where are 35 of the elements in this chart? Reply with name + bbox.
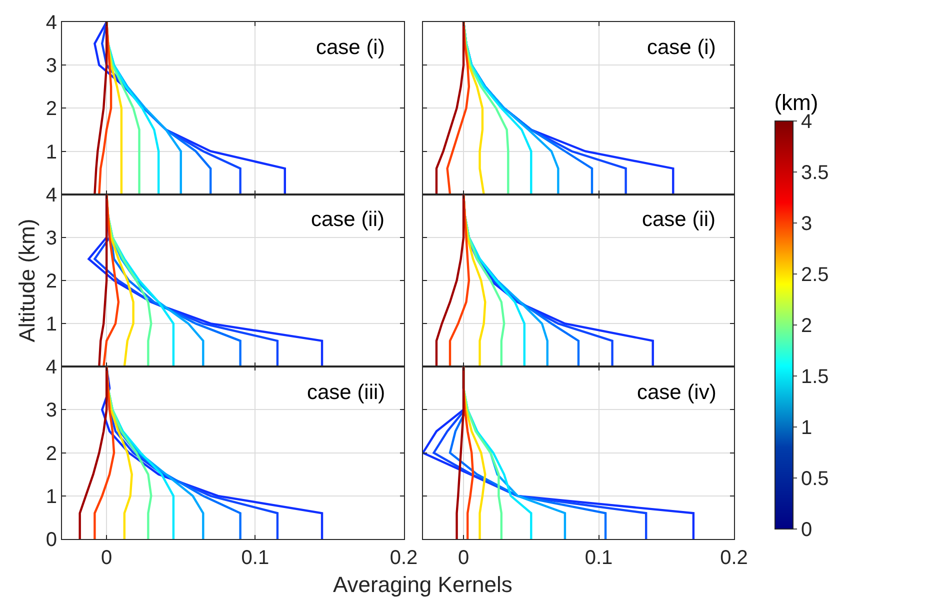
x-tick-label: 0: [458, 547, 470, 569]
y-tick-label: 3: [46, 227, 57, 250]
y-tick-label: 0: [46, 528, 57, 551]
y-tick-label: 3: [46, 55, 57, 78]
x-tick-label: 0: [101, 547, 112, 569]
y-tick-label: 3: [46, 400, 57, 422]
y-tick-label: 2: [46, 270, 57, 293]
y-tick-label: 4: [46, 184, 57, 206]
color-bar-label: 0.5: [801, 468, 829, 490]
color-bar-label: 1.5: [801, 366, 829, 388]
y-tick-label: 1: [46, 141, 57, 164]
color-bar-label: 1: [801, 417, 812, 439]
y-tick-label: 2: [46, 98, 57, 120]
x-tick-label: 0.1: [584, 547, 613, 569]
annotation: case (iv): [637, 381, 716, 404]
color-bar-label: 2.5: [801, 264, 829, 286]
x-tick-label: 0.2: [390, 547, 418, 569]
color-bar-label: 2: [801, 315, 812, 337]
annotation: case (ii): [642, 208, 716, 231]
annotation: case (ii): [311, 208, 385, 231]
color-bar-label: 0: [801, 519, 812, 541]
annotation: case (iii): [307, 381, 386, 404]
annotation: case (i): [647, 36, 716, 59]
color-bar-label: 3.5: [801, 162, 829, 184]
y-tick-label: 4: [46, 356, 57, 379]
y-tick-label: 4: [46, 12, 57, 34]
y-axis-title: Altitude (km): [14, 218, 40, 342]
x-tick-label: 0.1: [241, 547, 270, 569]
x-tick-label: 0.2: [720, 547, 748, 569]
x-axis-title: Averaging Kernels: [333, 572, 512, 597]
y-tick-label: 1: [46, 486, 57, 508]
y-tick-label: 2: [46, 442, 57, 465]
color-bar-label: 3: [801, 213, 812, 235]
y-tick-label: 1: [46, 314, 57, 336]
annotation: case (i): [316, 36, 385, 59]
